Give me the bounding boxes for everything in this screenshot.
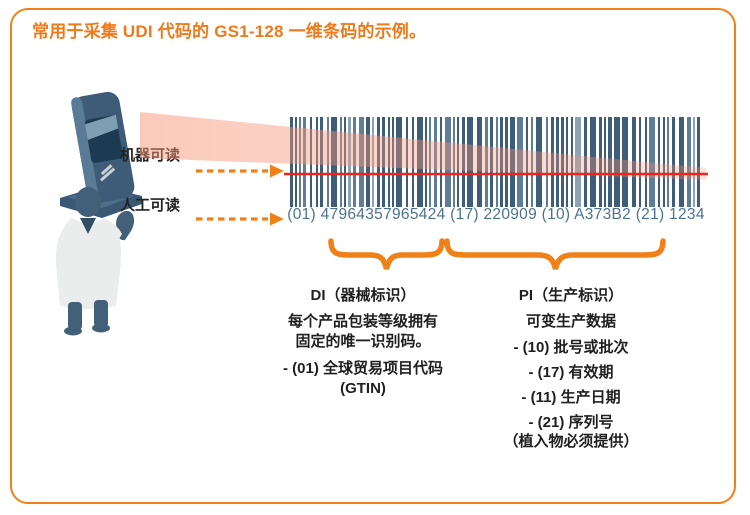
barcode — [290, 117, 702, 207]
di-item: (GTIN) — [340, 380, 386, 397]
pi-item: - (10) 批号或批次 — [513, 339, 629, 356]
outer-border — [10, 8, 736, 504]
human-readable-label: 人工可读 — [120, 197, 181, 214]
machine-readable-label: 机器可读 — [120, 147, 181, 164]
barcode-scanner-icon — [60, 92, 142, 218]
di-heading: DI（器械标识） — [310, 287, 416, 304]
di-item: - (01) 全球贸易项目代码 — [282, 360, 443, 377]
di-section: DI（器械标识） 每个产品包装等级拥有 固定的唯一识别码。 - (01) 全球贸… — [253, 284, 473, 399]
person-icon — [55, 187, 135, 336]
pi-item: - (17) 有效期 — [528, 364, 614, 381]
pi-item: - (11) 生产日期 — [521, 389, 621, 406]
di-description-line: 每个产品包装等级拥有 — [287, 313, 438, 330]
barcode-human-readable-text: (01) 47964357965424 (17) 220909 (10) A37… — [287, 206, 705, 223]
pi-heading: PI（生产标识） — [518, 287, 624, 304]
page-title: 常用于采集 UDI 代码的 GS1-128 一维条码的示例。 — [32, 22, 427, 41]
pi-item-note: （植入物必须提供） — [503, 433, 639, 450]
di-description-line: 固定的唯一识别码。 — [295, 333, 431, 350]
pi-item: - (21) 序列号 — [528, 414, 614, 431]
pi-description: 可变生产数据 — [525, 313, 616, 330]
pi-section: PI（生产标识） 可变生产数据 - (10) 批号或批次 - (17) 有效期 … — [451, 284, 691, 452]
